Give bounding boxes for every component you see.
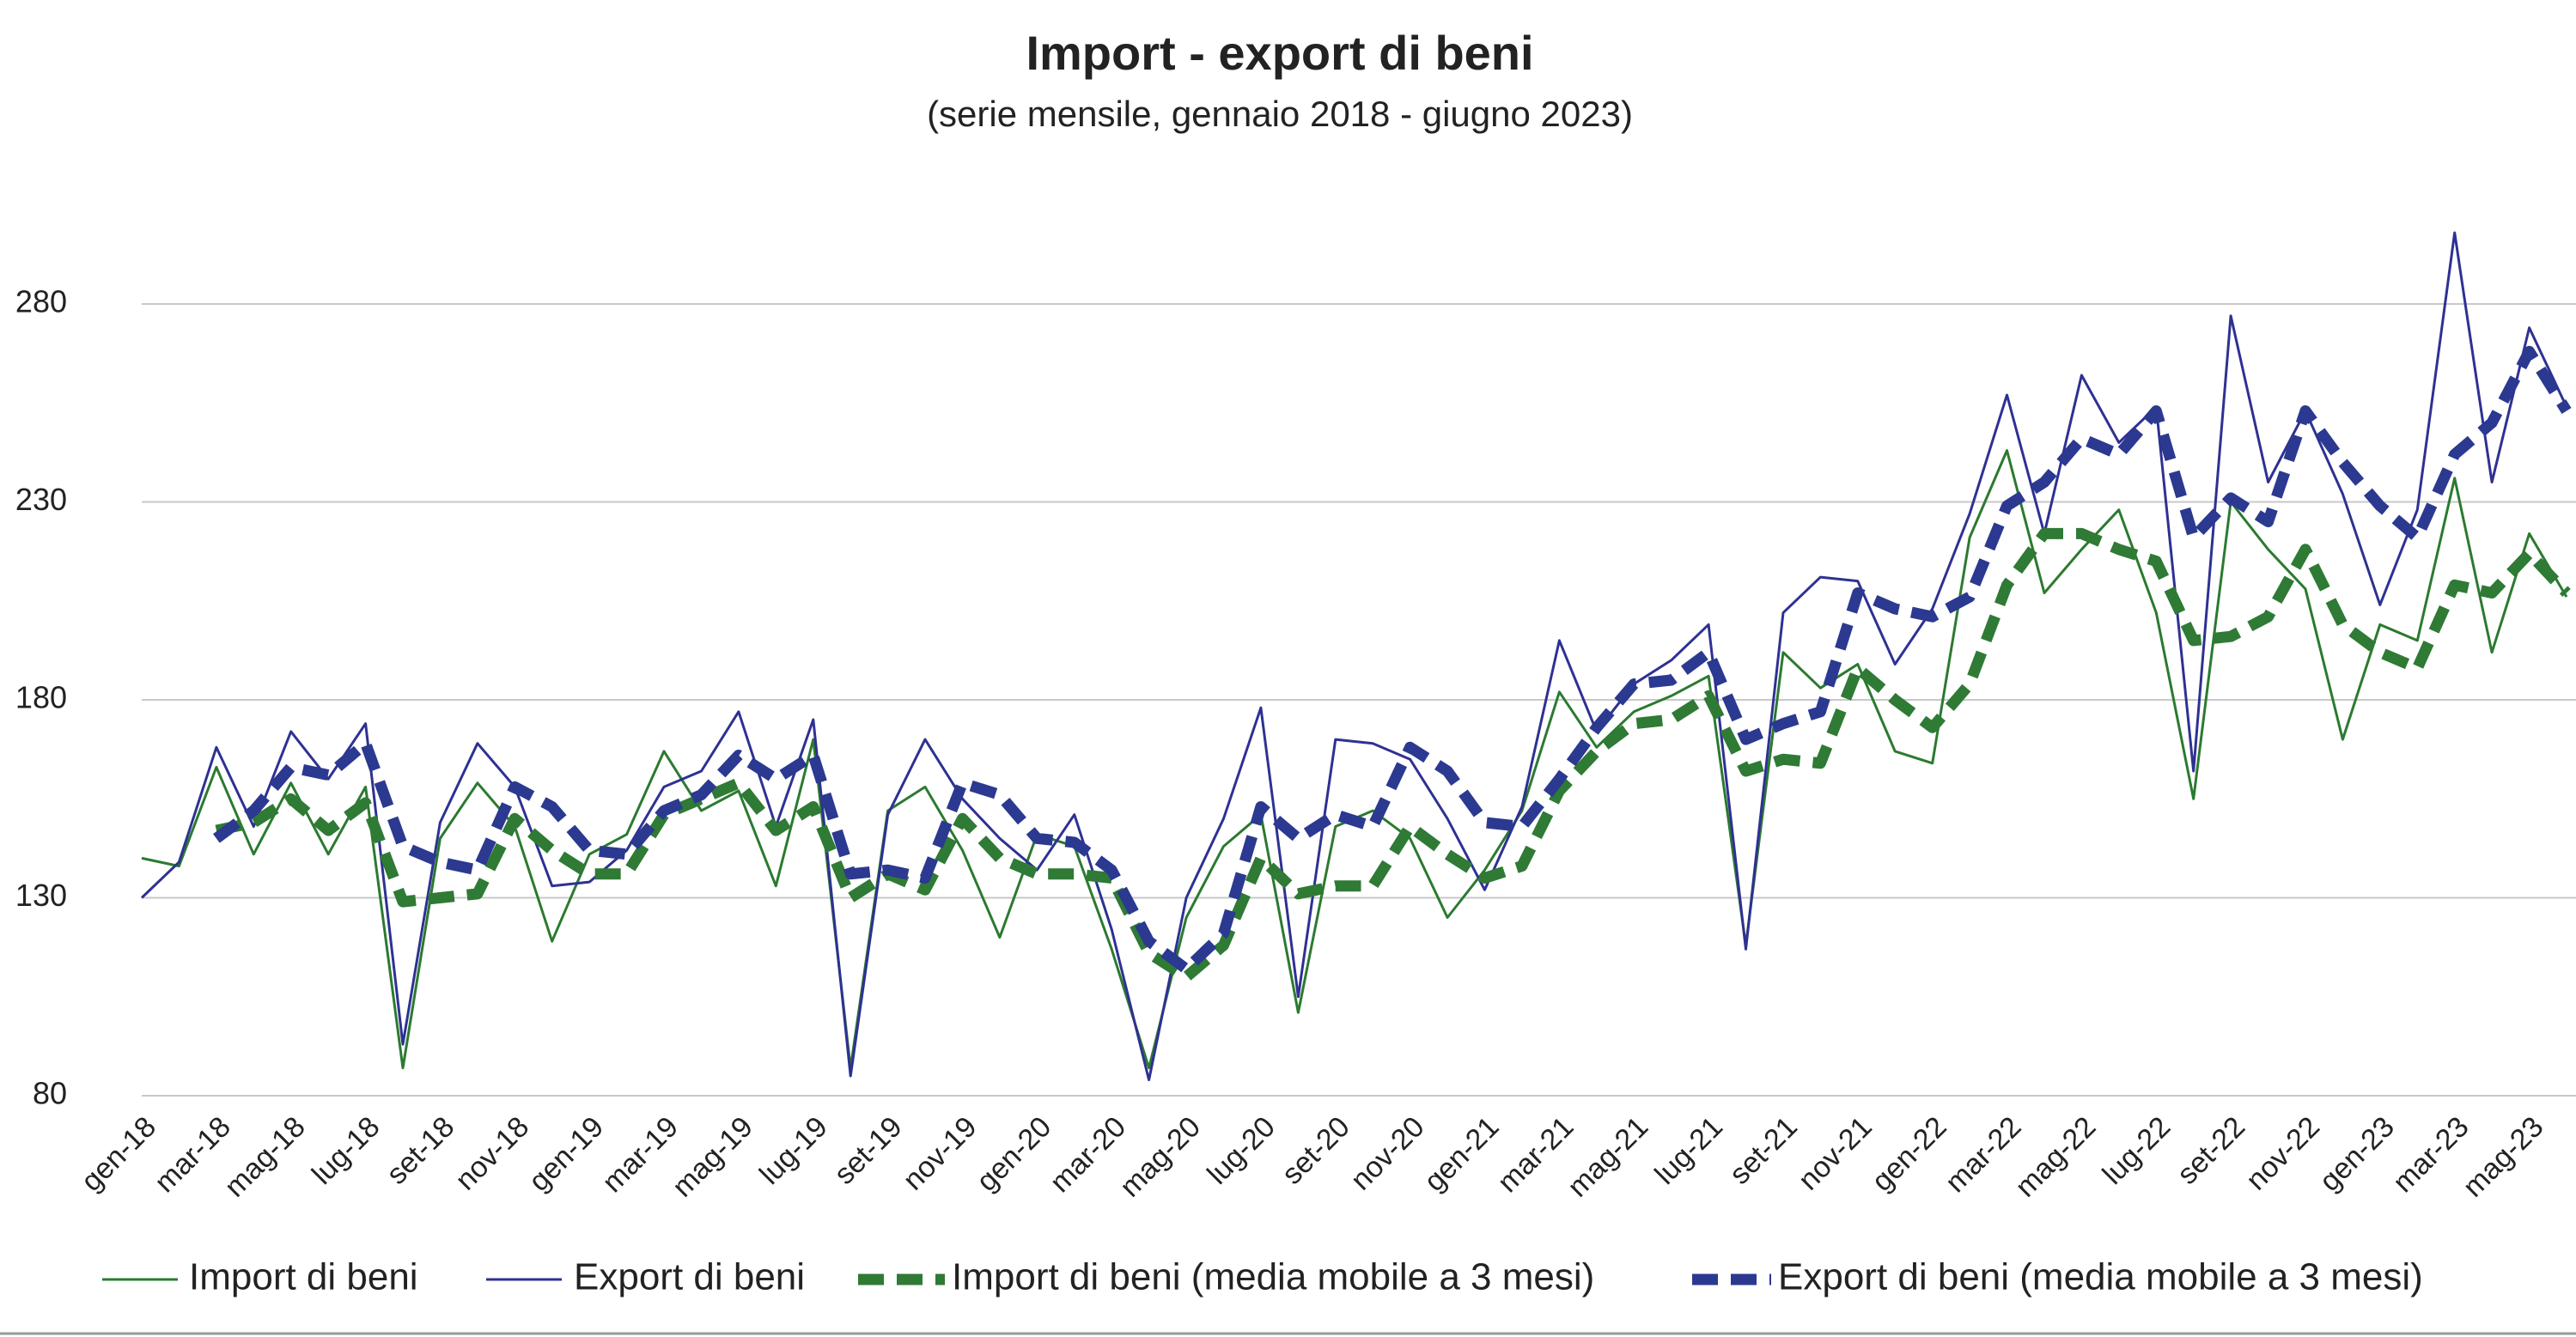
legend-label: Import di beni (media mobile a 3 mesi)	[952, 1256, 1594, 1298]
moving-average-line	[215, 527, 2571, 983]
y-tick-label: 230	[15, 482, 67, 517]
y-tick-label: 280	[15, 284, 67, 319]
chart-title: Import - export di beni	[1026, 26, 1533, 80]
y-tick-label: 80	[33, 1076, 67, 1111]
y-tick-label: 130	[15, 878, 67, 913]
series-line	[140, 231, 2568, 1082]
chart-subtitle: (serie mensile, gennaio 2018 - giugno 20…	[927, 94, 1633, 134]
legend-label: Import di beni	[189, 1256, 418, 1298]
legend-label: Export di beni	[574, 1256, 805, 1298]
y-tick-label: 180	[15, 680, 67, 715]
legend-label: Export di beni (media mobile a 3 mesi)	[1778, 1256, 2423, 1298]
moving-average-line	[213, 345, 2572, 975]
